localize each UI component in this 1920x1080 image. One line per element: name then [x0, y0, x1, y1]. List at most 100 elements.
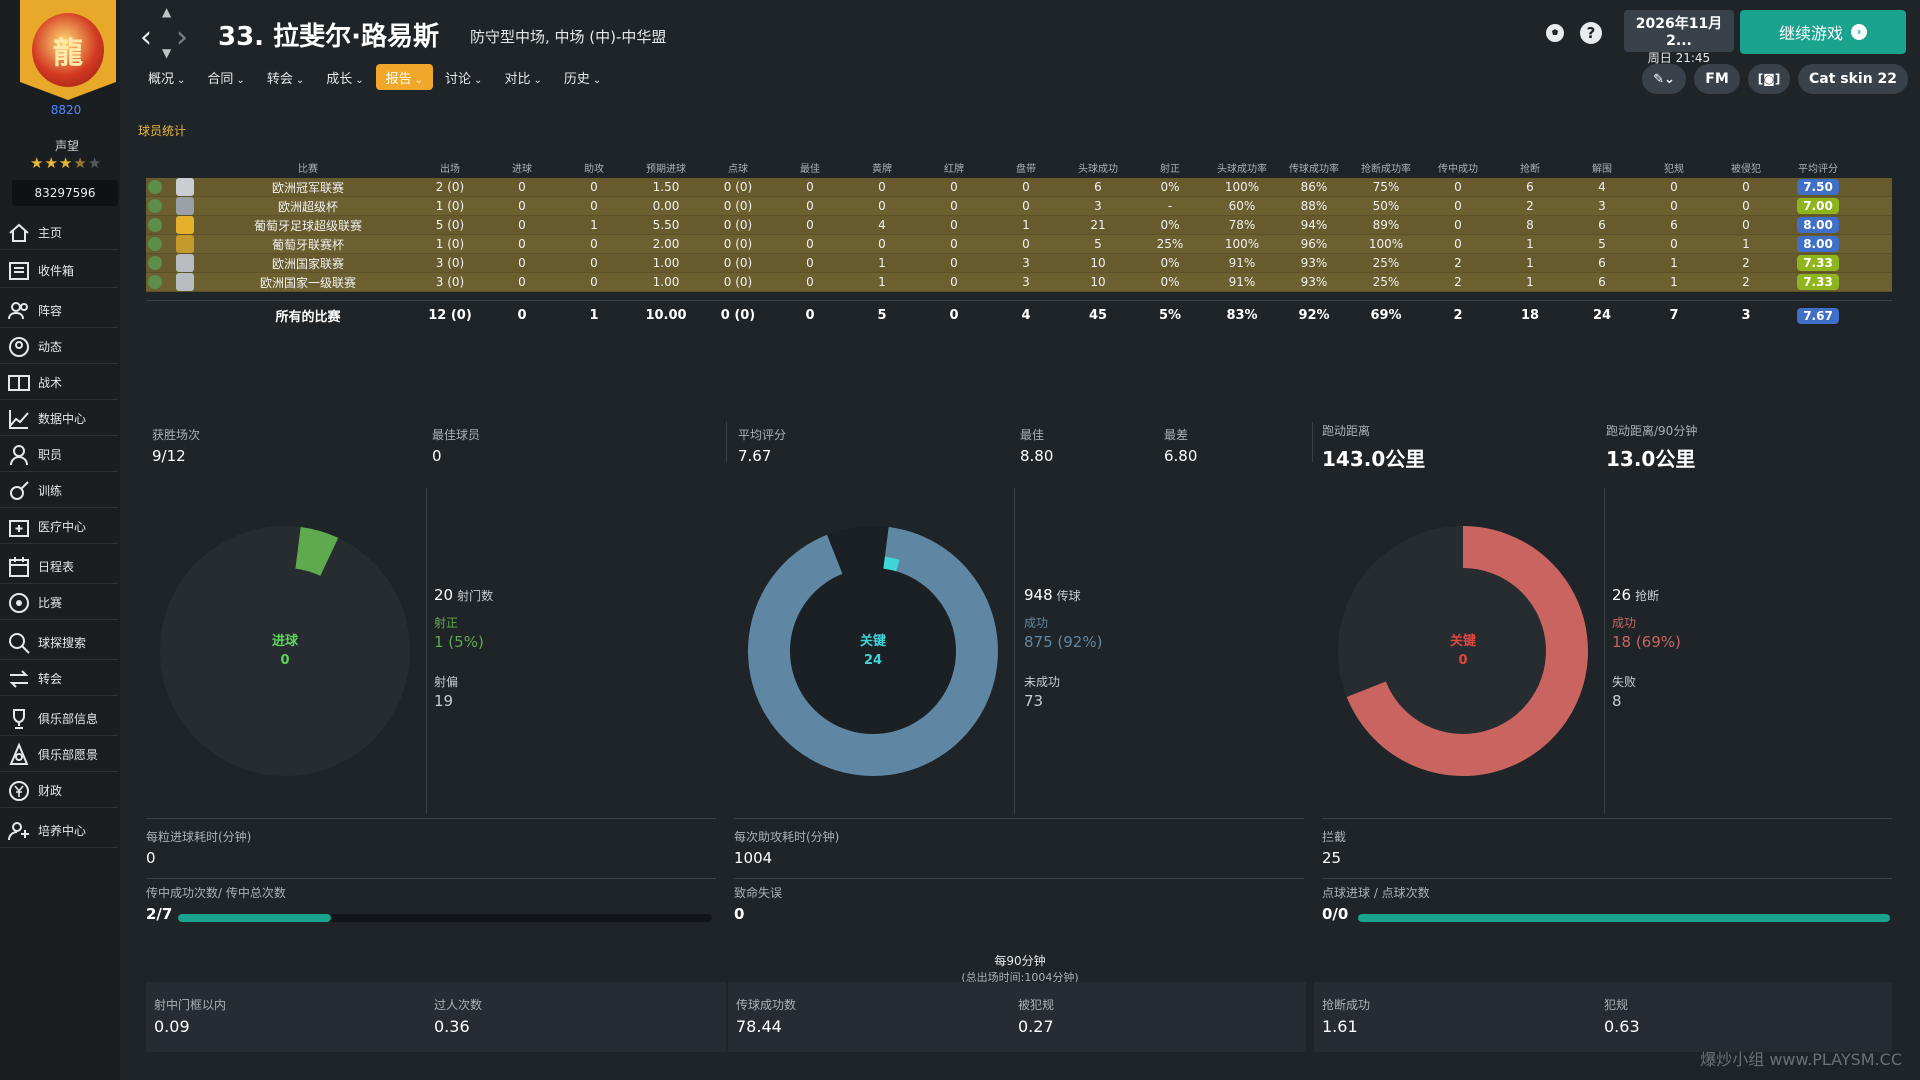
sidebar-item-label: 培养中心: [38, 824, 87, 838]
column-header[interactable]: 点球: [728, 163, 748, 175]
column-header[interactable]: 射正: [1160, 163, 1180, 175]
table-row[interactable]: 葡萄牙足球超级联赛 5 (0) 0 1 5.50 0 (0) 0 4 0 1 21 0% 78% 94% 8…: [146, 216, 1892, 235]
column-header[interactable]: 出场: [440, 163, 460, 175]
column-header[interactable]: 预期进球: [646, 163, 686, 175]
menu-tab[interactable]: 成长 ⌄: [316, 64, 373, 90]
forward-arrow-icon[interactable]: ›: [176, 20, 188, 55]
scroll-up-icon[interactable]: ▲: [162, 5, 172, 19]
game-date[interactable]: 2026年11月2... 周日 21:45: [1624, 10, 1734, 65]
column-header[interactable]: 抢断成功率: [1361, 163, 1411, 175]
competition-name[interactable]: 欧洲国家一级联赛: [259, 275, 356, 290]
menu-tab[interactable]: 概况 ⌄: [138, 64, 195, 90]
competition-name[interactable]: 欧洲冠军联赛: [271, 180, 344, 195]
competition-logo-icon: [176, 273, 194, 291]
sidebar-item-staff[interactable]: 职员: [0, 438, 118, 472]
sidebar-item-training[interactable]: 训练: [0, 474, 118, 508]
column-header[interactable]: 头球成功率: [1217, 163, 1267, 175]
football-icon[interactable]: [1544, 22, 1566, 44]
per90-title: 每90分钟: [994, 954, 1046, 968]
menu-tab[interactable]: 转会 ⌄: [257, 64, 314, 90]
column-header[interactable]: 盘带: [1016, 163, 1036, 175]
avg-rating-label: 平均评分: [738, 428, 787, 442]
sidebar-item-medical[interactable]: 医疗中心: [0, 510, 118, 544]
column-header[interactable]: 助攻: [584, 163, 604, 175]
sidebar-item-tactics[interactable]: 战术: [0, 366, 118, 400]
skin-button[interactable]: Cat skin 22: [1798, 64, 1908, 94]
table-cell: 88%: [1300, 199, 1328, 213]
passes-donut-center: 关键 24: [748, 630, 998, 668]
table-cell: 0: [590, 180, 598, 194]
column-header[interactable]: 被侵犯: [1731, 163, 1761, 175]
sidebar-item-vision[interactable]: 俱乐部愿景: [0, 738, 118, 772]
table-cell: 6: [1670, 218, 1678, 232]
menu-tab[interactable]: 讨论 ⌄: [435, 64, 492, 90]
donut-background: [160, 526, 410, 776]
column-header[interactable]: 传中成功: [1438, 163, 1478, 175]
sidebar-item-data-hub[interactable]: 数据中心: [0, 402, 118, 436]
star-icon: ★: [87, 154, 103, 172]
column-header[interactable]: 解围: [1592, 163, 1612, 175]
key-passes-label: 关键: [859, 634, 886, 649]
competition-name[interactable]: 葡萄牙足球超级联赛: [253, 218, 362, 233]
sidebar-item-finance[interactable]: 财政: [0, 774, 118, 808]
table-cell: 6: [1598, 275, 1606, 289]
vision-icon: [9, 741, 29, 765]
edit-dropdown-button[interactable]: ✎⌄: [1642, 64, 1686, 94]
sidebar-item-dynamics[interactable]: 动态: [0, 330, 118, 364]
sidebar-item-inbox[interactable]: 收件箱: [0, 254, 118, 288]
passes-total-label: 传球: [1056, 589, 1081, 603]
column-header[interactable]: 黄牌: [872, 163, 892, 175]
menu-tab[interactable]: 合同 ⌄: [197, 64, 254, 90]
sidebar-item-calendar[interactable]: 日程表: [0, 550, 118, 584]
passes-donut: 关键 24: [748, 526, 998, 776]
cross-label: 传中成功次数/ 传中总次数: [146, 886, 286, 900]
scroll-down-icon[interactable]: ▼: [162, 46, 172, 60]
club-crest[interactable]: 龍: [20, 0, 116, 100]
fm-button[interactable]: FM: [1694, 64, 1740, 94]
table-cell: 3: [1598, 199, 1606, 213]
sidebar-item-squad[interactable]: 阵容: [0, 294, 118, 328]
table-cell: -: [1167, 199, 1173, 213]
competition-name[interactable]: 葡萄牙联赛杯: [271, 237, 344, 252]
table-row[interactable]: 欧洲国家一级联赛 3 (0) 0 0 1.00 0 (0) 0 1 0 3 10 0% 91% 93% 25…: [146, 273, 1892, 292]
table-cell: 0 (0): [723, 237, 753, 251]
table-cell: 0: [1022, 199, 1030, 213]
per90-item: 被犯规 0.27: [1018, 996, 1054, 1036]
competition-logo-icon: [176, 178, 194, 196]
column-header[interactable]: 犯规: [1664, 163, 1684, 175]
sidebar-item-trophy[interactable]: 俱乐部信息: [0, 702, 118, 736]
back-arrow-icon[interactable]: ‹: [140, 20, 152, 55]
help-icon[interactable]: ?: [1580, 22, 1602, 44]
table-row[interactable]: 葡萄牙联赛杯 1 (0) 0 0 2.00 0 (0) 0 0 0 0 5 25% 100% 96% 100…: [146, 235, 1892, 254]
continue-label: 继续游戏: [1778, 24, 1843, 43]
competition-name[interactable]: 欧洲超级杯: [277, 199, 338, 214]
table-cell: 0: [590, 275, 598, 289]
sidebar-item-transfer[interactable]: 转会: [0, 662, 118, 696]
column-header[interactable]: 传球成功率: [1289, 163, 1339, 175]
table-row[interactable]: 欧洲超级杯 1 (0) 0 0 0.00 0 (0) 0 0 0 0 3 - 60% 88% 50% 0 2 3 0…: [146, 197, 1892, 216]
continue-button[interactable]: 继续游戏 ›: [1740, 10, 1906, 54]
column-header[interactable]: 最佳: [800, 163, 820, 175]
menu-tab[interactable]: 对比 ⌄: [494, 64, 551, 90]
table-row[interactable]: 欧洲国家联赛 3 (0) 0 0 1.00 0 (0) 0 1 0 3 10 0% 91% 93% 25% 2…: [146, 254, 1892, 273]
competition-name[interactable]: 欧洲国家联赛: [271, 256, 344, 271]
column-header[interactable]: 红牌: [944, 163, 964, 175]
column-header[interactable]: 比赛: [298, 163, 318, 175]
sidebar-item-match[interactable]: 比赛: [0, 586, 118, 620]
menu-tab[interactable]: 历史 ⌄: [554, 64, 611, 90]
tackles-info: 26 抢断 成功 18 (69%) 失败 8: [1612, 586, 1681, 710]
assist-time-stat: 每次助攻耗时(分钟) 1004: [734, 828, 839, 867]
menu-tab[interactable]: 报告 ⌄: [375, 64, 434, 90]
column-header[interactable]: 头球成功: [1078, 163, 1118, 175]
tactics-icon: [8, 374, 30, 391]
sidebar-item-development[interactable]: 培养中心: [0, 814, 118, 848]
sidebar-item-scouting[interactable]: 球探搜索: [0, 626, 118, 660]
table-row[interactable]: 欧洲冠军联赛 2 (0) 0 0 1.50 0 (0) 0 0 0 0 6 0% 100% 86% 75% 0…: [146, 178, 1892, 197]
column-header[interactable]: 抢断: [1520, 163, 1540, 175]
screenshot-button[interactable]: [◙]: [1748, 64, 1790, 94]
column-header[interactable]: 进球: [512, 163, 532, 175]
sidebar-item-home[interactable]: 主页: [0, 216, 118, 250]
table-cell: 2.00: [652, 237, 680, 251]
table-cell: 0: [878, 199, 886, 213]
column-header[interactable]: 平均评分: [1798, 163, 1838, 175]
